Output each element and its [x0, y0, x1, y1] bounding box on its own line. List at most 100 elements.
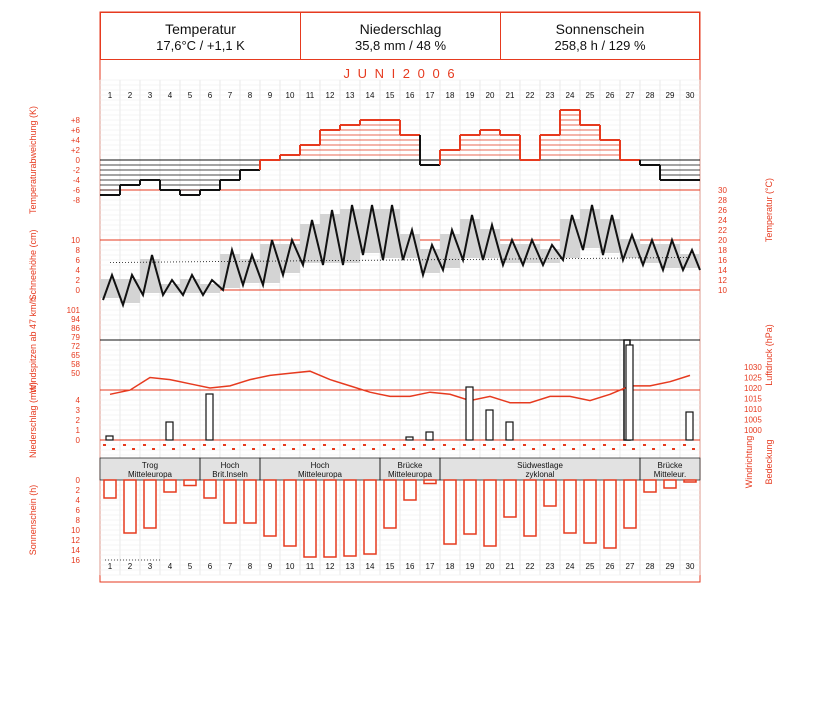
sunshine-bar	[323, 479, 337, 558]
day-label-bottom: 28	[646, 562, 655, 571]
sunshine-bar	[603, 479, 617, 549]
temp-anomaly-axis-label: Temperaturabweichung (K)	[28, 106, 38, 214]
day-label-top: 7	[228, 91, 233, 100]
pressure-tick: 1015	[744, 395, 762, 404]
day-label-bottom: 15	[386, 562, 395, 571]
weather-type-label: Trog	[142, 461, 158, 470]
pressure-tick: 1030	[744, 363, 762, 372]
header-precipitation-label: Niederschlag	[359, 21, 442, 37]
wind-axis-label: Windspitzen ab 47 km/h	[28, 297, 38, 393]
pressure-tick: 1025	[744, 374, 762, 383]
day-label-top: 6	[208, 91, 213, 100]
pressure-tick: 1020	[744, 384, 762, 393]
sunshine-bar	[643, 479, 657, 493]
header-precipitation-value: 35,8 mm / 48 %	[354, 38, 447, 53]
wind-direction-dot	[263, 444, 266, 446]
day-label-bottom: 30	[686, 562, 695, 571]
sunshine-bar	[203, 479, 217, 499]
cloud-dot	[512, 448, 515, 450]
cloud-dot	[332, 448, 335, 450]
temperature-tick: 14	[718, 266, 727, 275]
wind-direction-dot	[103, 444, 106, 446]
wind-direction-dot	[283, 444, 286, 446]
cloud-dot	[192, 448, 195, 450]
day-label-top: 16	[406, 91, 415, 100]
wind-direction-dot	[163, 444, 166, 446]
wind-direction-dot	[363, 444, 366, 446]
day-label-bottom: 18	[446, 562, 455, 571]
weather-type-label: Mitteleur.	[654, 470, 686, 479]
pressure-tick: 1005	[744, 416, 762, 425]
day-label-top: 17	[426, 91, 435, 100]
day-label-bottom: 25	[586, 562, 595, 571]
weather-type-label: Mitteleuropa	[388, 470, 433, 479]
wind-direction-dot	[683, 444, 686, 446]
weather-type-band	[100, 458, 700, 480]
day-label-bottom: 22	[526, 562, 535, 571]
sunshine-bar	[363, 479, 377, 555]
wind-direction-dot	[543, 444, 546, 446]
day-label-top: 18	[446, 91, 455, 100]
cloud-dot	[132, 448, 135, 450]
sunshine-tick: 4	[76, 496, 81, 505]
wind-direction-dot	[403, 444, 406, 446]
wind-direction-dot	[523, 444, 526, 446]
cloud-dot	[352, 448, 355, 450]
temperature-tick: 24	[718, 216, 727, 225]
temperature-tick: 12	[718, 276, 727, 285]
cloud-dot	[632, 448, 635, 450]
pressure-line	[109, 370, 691, 404]
day-label-bottom: 10	[286, 562, 295, 571]
temperature-normal-line	[109, 257, 691, 263]
precip-bar	[405, 436, 414, 441]
wind-tick: 79	[71, 333, 80, 342]
temperature-tick: 20	[718, 236, 727, 245]
sunshine-tick: 0	[76, 476, 81, 485]
day-label-bottom: 8	[248, 562, 253, 571]
day-label-top: 24	[566, 91, 575, 100]
day-label-top: 23	[546, 91, 555, 100]
day-label-bottom: 11	[306, 562, 315, 571]
wind-tick: 50	[71, 369, 80, 378]
sunshine-bar	[263, 479, 277, 537]
day-label-top: 21	[506, 91, 515, 100]
sunshine-bar	[463, 479, 477, 535]
sunshine-bar	[563, 479, 577, 534]
snow-axis-label: Schneehöhe (cm)	[28, 229, 38, 300]
cloud-dot	[592, 448, 595, 450]
wind-direction-dot	[143, 444, 146, 446]
day-label-bottom: 9	[268, 562, 273, 571]
day-label-bottom: 12	[326, 562, 335, 571]
temperature-line	[102, 204, 701, 309]
weather-type-label: Brücke	[658, 461, 683, 470]
anomaly-tick: +2	[71, 146, 81, 155]
cloud-dot	[672, 448, 675, 450]
sunshine-axis-label: Sonnenschein (h)	[28, 485, 38, 556]
wind-direction-axis-label: Windrichtung	[744, 436, 754, 489]
temperature-tick: 22	[718, 226, 727, 235]
sunshine-bar	[243, 479, 257, 524]
temperature-tick: 18	[718, 246, 727, 255]
cloud-dot	[392, 448, 395, 450]
wind-direction-dot	[503, 444, 506, 446]
sunshine-bar	[503, 479, 517, 518]
cloud-dot	[172, 448, 175, 450]
wind-direction-dot	[323, 444, 326, 446]
sunshine-bar	[423, 479, 437, 485]
wind-direction-dot	[643, 444, 646, 446]
precip-tick: 4	[76, 396, 81, 405]
cloud-dot	[612, 448, 615, 450]
temperature-axis-label: Temperatur (°C)	[764, 178, 774, 242]
precip-axis-label: Niederschlag (mm)	[28, 382, 38, 458]
temperature-tick: 16	[718, 256, 727, 265]
sunshine-tick: 6	[76, 506, 81, 515]
day-label-top: 1	[108, 91, 113, 100]
wind-tick: 94	[71, 315, 80, 324]
precip-bar	[625, 344, 634, 441]
sunshine-bar	[583, 479, 597, 544]
anomaly-tick: -6	[73, 186, 81, 195]
snow-tick: 6	[76, 256, 81, 265]
day-label-bottom: 23	[546, 562, 555, 571]
day-label-bottom: 13	[346, 562, 355, 571]
